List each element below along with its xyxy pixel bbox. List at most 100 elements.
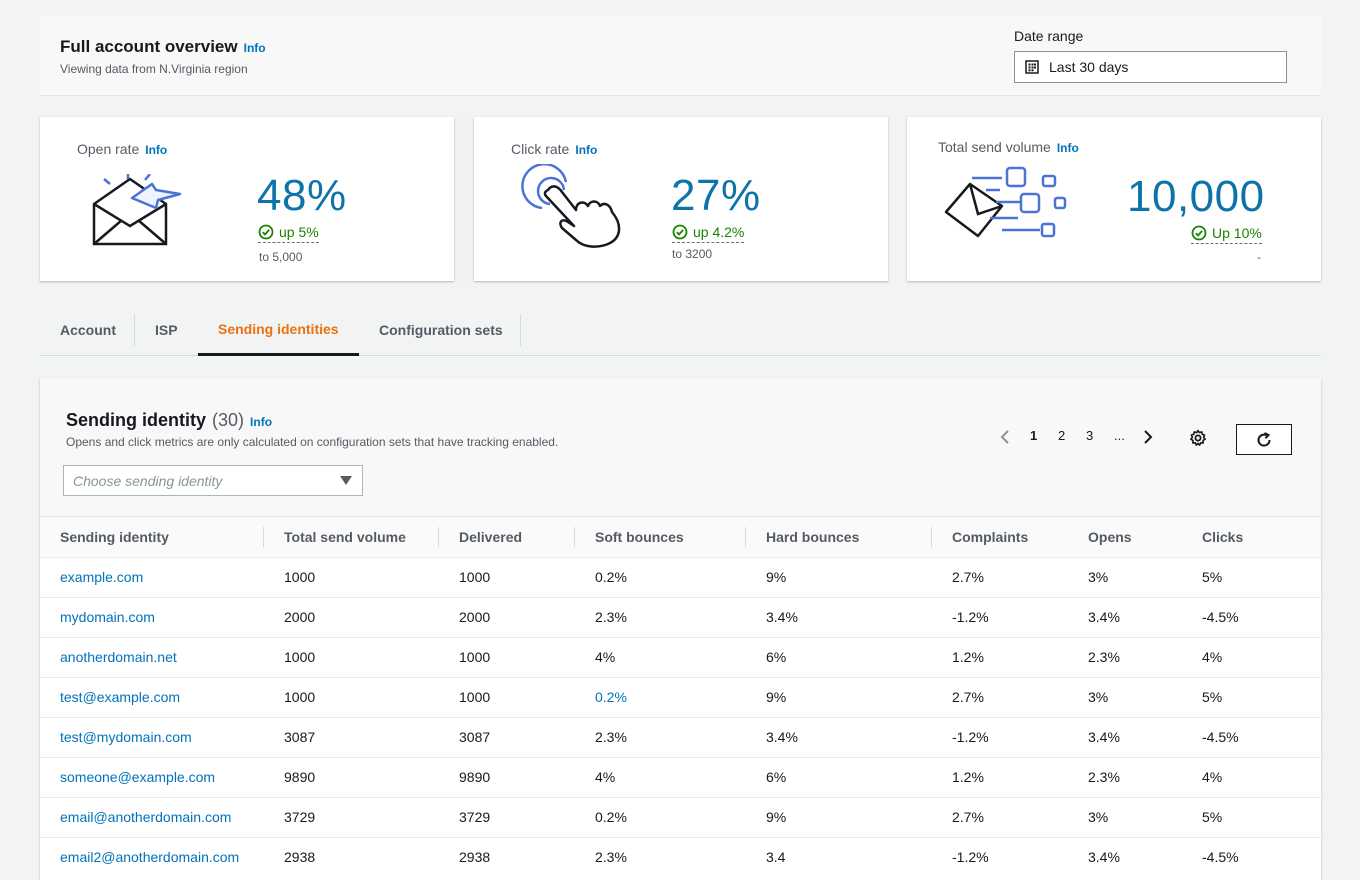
column-header[interactable]: Opens xyxy=(1068,517,1182,557)
table-cell: 9890 xyxy=(264,756,439,797)
table-cell: 3% xyxy=(1068,796,1182,837)
refresh-button[interactable] xyxy=(1236,424,1292,455)
table-row[interactable]: test@mydomain.com 3087 3087 2.3% 3.4% -1.2% 3.… xyxy=(40,716,1321,757)
tab-divider xyxy=(520,314,521,346)
table-row[interactable]: email2@anotherdomain.com 2938 2938 2.3% 3.4-… xyxy=(40,836,1321,877)
page-subtitle: Viewing data from N.Virginia region xyxy=(60,62,248,76)
column-header[interactable]: Clicks xyxy=(1182,517,1321,557)
column-header[interactable]: Sending identity xyxy=(40,517,264,557)
column-header[interactable]: Total send volume xyxy=(264,517,439,557)
tab-configuration-sets[interactable]: Configuration sets xyxy=(379,322,503,338)
sending-identity-link[interactable]: mydomain.com xyxy=(40,596,264,637)
column-header[interactable]: Soft bounces xyxy=(575,517,746,557)
column-divider xyxy=(574,527,575,547)
send-volume-delta: Up 10% xyxy=(1191,225,1262,244)
table-cell: 1000 xyxy=(439,636,575,677)
sending-identity-link[interactable]: someone@example.com xyxy=(40,756,264,797)
delta-text: up 4.2% xyxy=(693,224,745,240)
card-info-link[interactable]: Info xyxy=(1056,141,1079,155)
page-title: Full account overview Info xyxy=(60,37,266,57)
table-cell: 3087 xyxy=(439,716,575,757)
success-check-icon xyxy=(1191,225,1207,241)
table-cell: 5% xyxy=(1182,796,1321,837)
table-cell: 1000 xyxy=(439,556,575,597)
caret-down-icon xyxy=(340,476,352,485)
open-rate-sub: to 5,000 xyxy=(259,250,303,264)
table-row[interactable]: email@anotherdomain.com 3729 3729 0.2% 9% 2.7… xyxy=(40,796,1321,837)
table-cell: 1.2% xyxy=(932,636,1068,677)
table-cell: 6% xyxy=(746,636,932,677)
page-2[interactable]: 2 xyxy=(1058,428,1066,443)
envelope-open-icon xyxy=(92,174,182,246)
envelope-send-icon xyxy=(944,166,1067,238)
soft-bounces-link[interactable]: 0.2% xyxy=(575,676,746,717)
column-divider xyxy=(263,527,264,547)
table-row[interactable]: test@example.com 1000 1000 0.2% 9% 2.7% 3% 5% xyxy=(40,676,1321,717)
column-header-label: Opens xyxy=(1088,528,1132,545)
sending-identity-link[interactable]: example.com xyxy=(40,556,264,597)
table-cell: 6% xyxy=(746,756,932,797)
send-volume-sub: - xyxy=(1257,250,1261,264)
column-header-label: Total send volume xyxy=(284,528,406,545)
table-header-row: Sending identity Total send volume Deliv… xyxy=(40,517,1321,557)
table-row[interactable]: anotherdomain.net 1000 1000 4% 6% 1.2% 2.3% 4% xyxy=(40,636,1321,677)
sending-identity-link[interactable]: test@example.com xyxy=(40,676,264,717)
chevron-right-icon[interactable] xyxy=(1143,430,1153,444)
column-header[interactable]: Hard bounces xyxy=(746,517,932,557)
table-row[interactable]: example.com 1000 1000 0.2% 9% 2.7% 3% 5% xyxy=(40,556,1321,597)
sending-identity-link[interactable]: email@anotherdomain.com xyxy=(40,796,264,837)
column-header-label: Delivered xyxy=(459,528,523,545)
sending-identity-link[interactable]: email2@anotherdomain.com xyxy=(40,836,264,877)
table-cell: 4% xyxy=(575,756,746,797)
table-cell: -1.2% xyxy=(932,836,1068,877)
table-cell: 3729 xyxy=(264,796,439,837)
tab-sending-identities[interactable]: Sending identities xyxy=(198,304,359,356)
chevron-left-icon[interactable] xyxy=(1000,430,1010,444)
column-header[interactable]: Complaints xyxy=(932,517,1068,557)
column-header[interactable]: Delivered xyxy=(439,517,575,557)
table-cell: 9% xyxy=(746,796,932,837)
column-header-label: Hard bounces xyxy=(766,528,860,545)
table-row[interactable]: someone@example.com 9890 9890 4% 6% 1.2% 2.3% 4… xyxy=(40,756,1321,797)
click-rate-card: Click rate Info 27% up 4.2% to 3200 xyxy=(474,117,888,281)
card-title-text: Open rate xyxy=(77,141,140,157)
refresh-icon xyxy=(1257,431,1271,447)
table-cell: 5% xyxy=(1182,556,1321,597)
delta-text: Up 10% xyxy=(1212,225,1262,241)
table-cell: 2000 xyxy=(439,596,575,637)
tab-isp[interactable]: ISP xyxy=(155,322,178,338)
column-header-label: Sending identity xyxy=(60,528,169,545)
table-cell: 2.3% xyxy=(1068,756,1182,797)
sending-identity-select[interactable]: Choose sending identity xyxy=(63,465,363,496)
table-cell: -4.5% xyxy=(1182,596,1321,637)
sending-identity-table: Sending identity Total send volume Deliv… xyxy=(40,517,1321,877)
table-cell: 3729 xyxy=(439,796,575,837)
gear-icon[interactable] xyxy=(1189,429,1207,447)
table-cell: 9890 xyxy=(439,756,575,797)
card-info-link[interactable]: Info xyxy=(145,143,168,157)
card-title: Total send volume Info xyxy=(938,139,1079,155)
table-cell: 3% xyxy=(1068,556,1182,597)
table-row[interactable]: mydomain.com 2000 2000 2.3% 3.4% -1.2% 3.4% -4.… xyxy=(40,596,1321,637)
card-info-link[interactable]: Info xyxy=(575,143,598,157)
sending-identity-link[interactable]: anotherdomain.net xyxy=(40,636,264,677)
panel-info-link[interactable]: Info xyxy=(250,415,273,429)
table-cell: 1000 xyxy=(264,676,439,717)
sending-identity-link[interactable]: test@mydomain.com xyxy=(40,716,264,757)
tab-account[interactable]: Account xyxy=(60,322,116,338)
page-1[interactable]: 1 xyxy=(1030,428,1038,443)
page-3[interactable]: 3 xyxy=(1086,428,1094,443)
panel-title: Sending identity (30) Info xyxy=(66,410,272,431)
page-info-link[interactable]: Info xyxy=(243,41,266,55)
page-ellipsis: ... xyxy=(1114,428,1125,443)
table-cell: 2.7% xyxy=(932,676,1068,717)
table-cell: 1000 xyxy=(264,636,439,677)
date-range-picker[interactable]: Last 30 days xyxy=(1014,51,1287,83)
table-cell: 1000 xyxy=(439,676,575,717)
table-cell: -4.5% xyxy=(1182,716,1321,757)
card-title-text: Total send volume xyxy=(938,139,1051,155)
open-rate-value: 48% xyxy=(257,171,347,220)
table-cell: 9% xyxy=(746,556,932,597)
table-cell: -1.2% xyxy=(932,716,1068,757)
table-cell: 9% xyxy=(746,676,932,717)
